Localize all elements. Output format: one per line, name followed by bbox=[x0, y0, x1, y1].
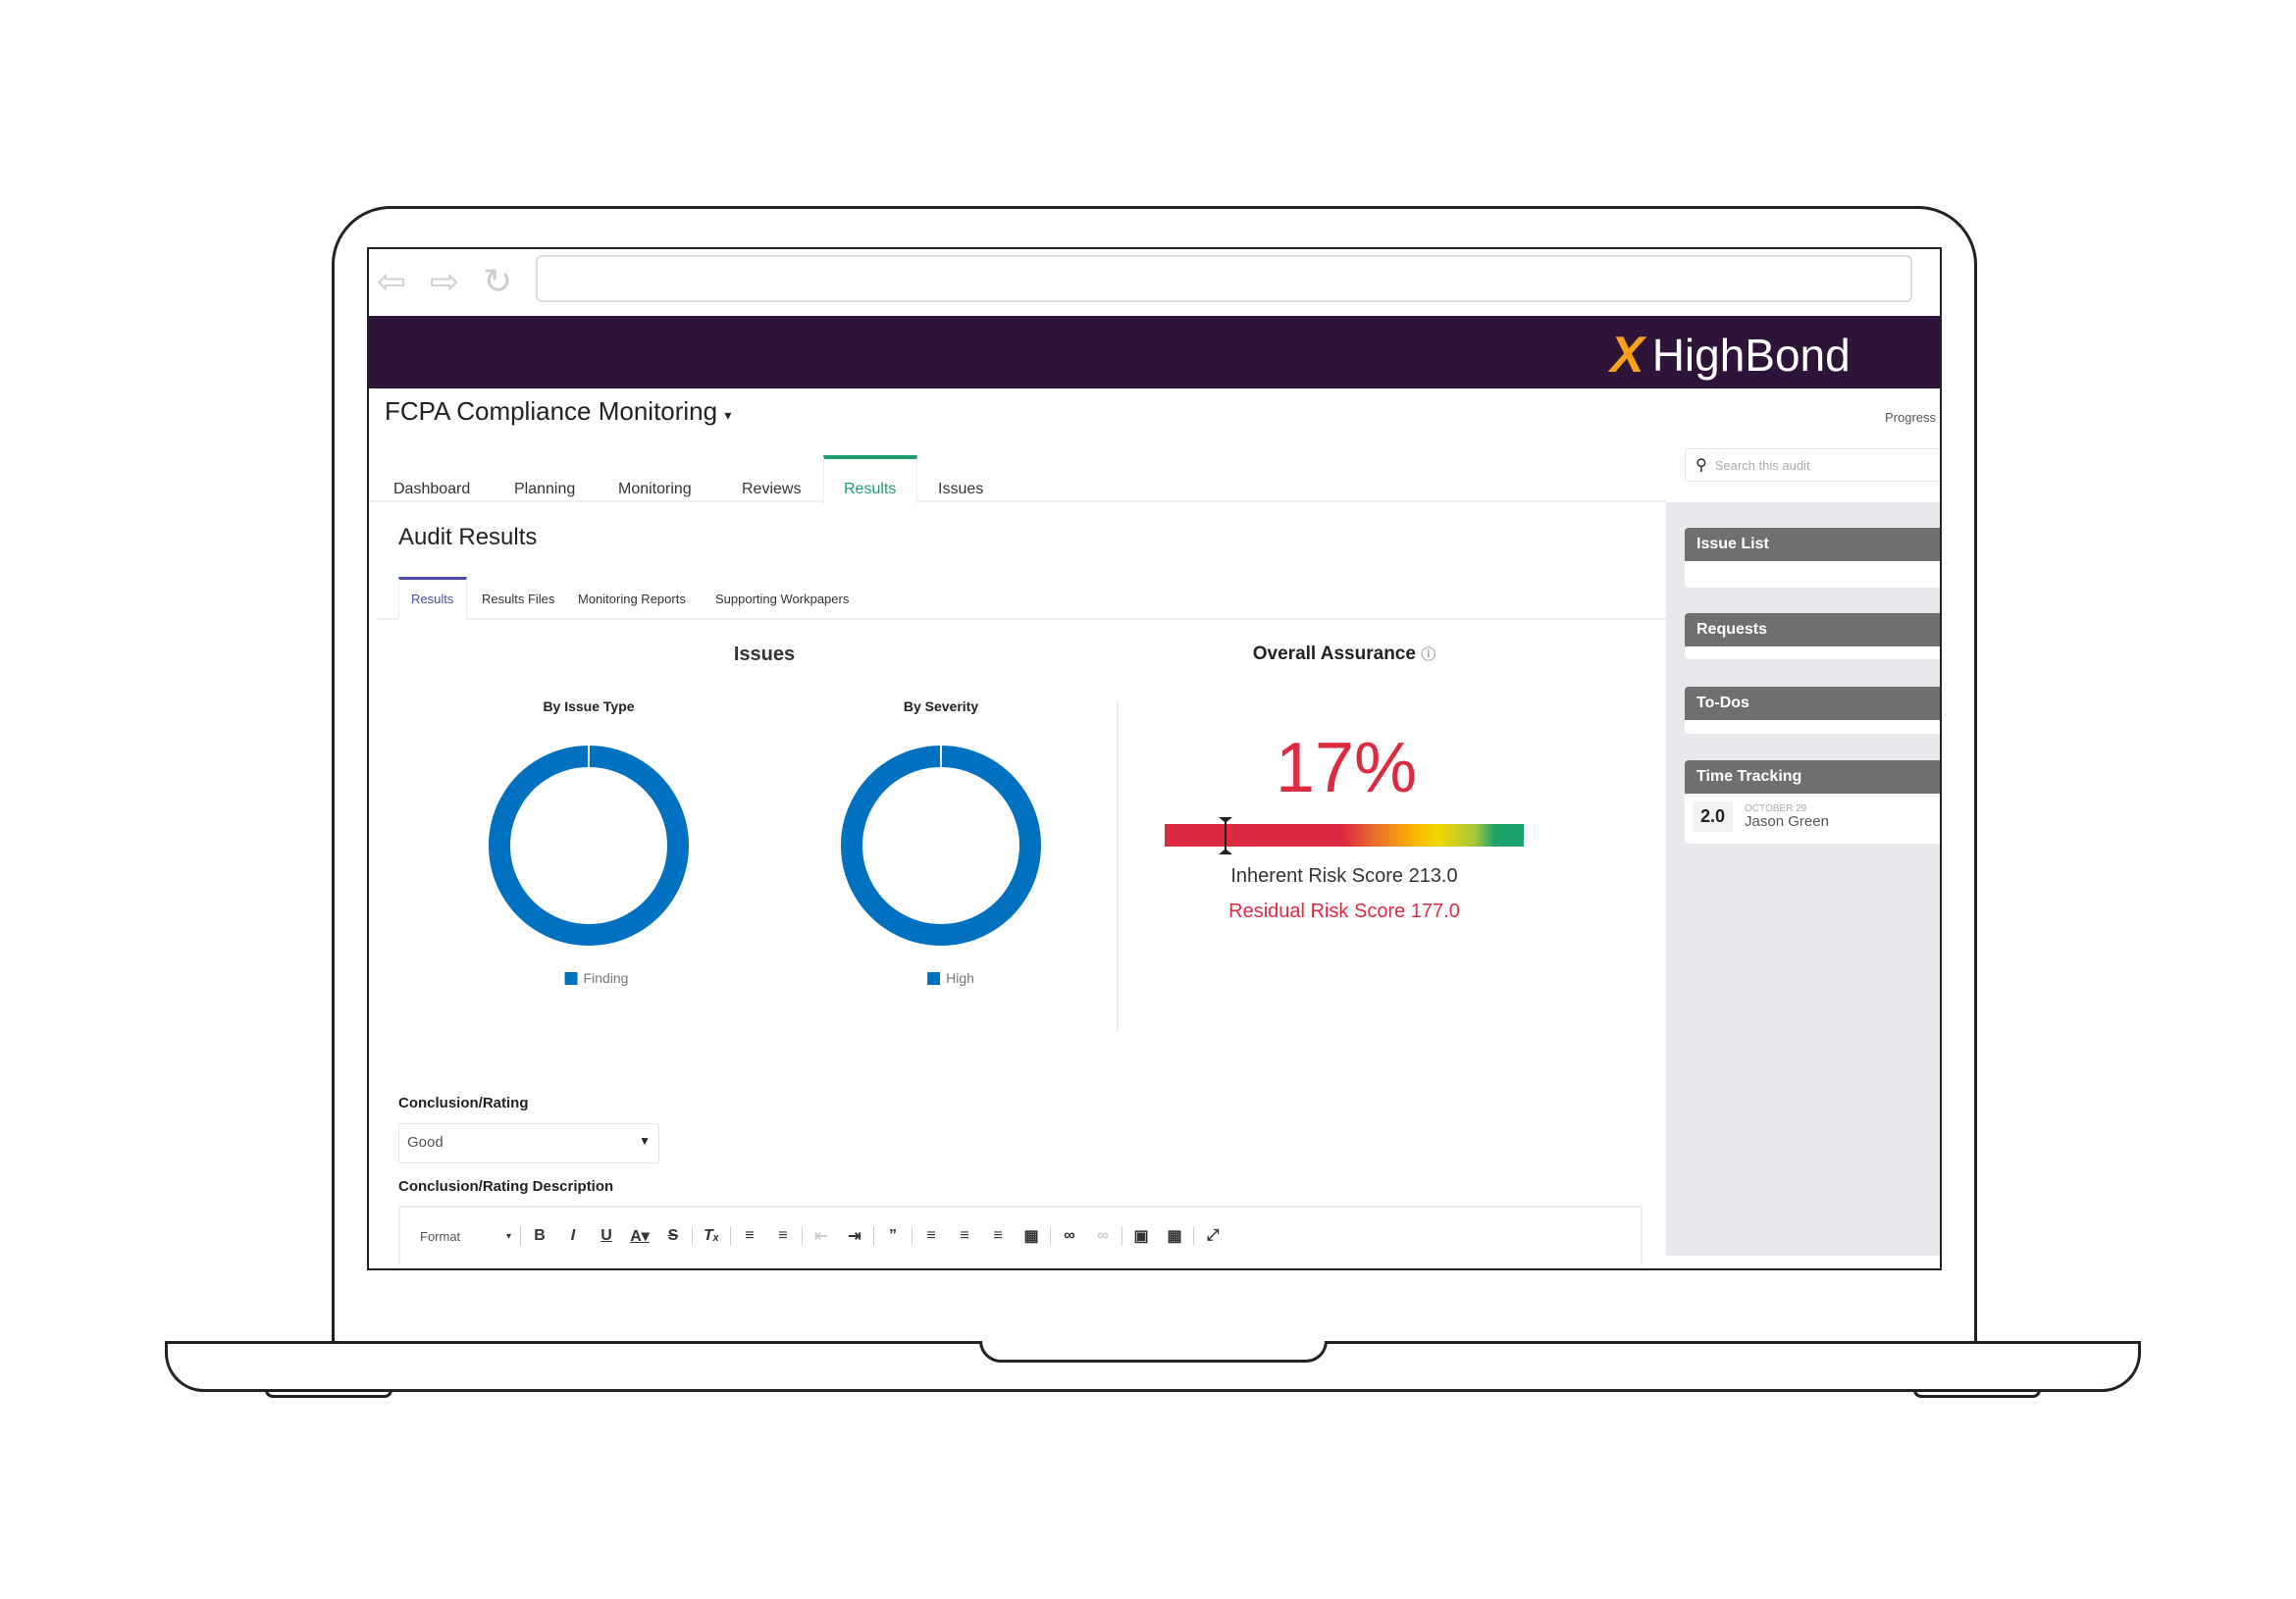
browser-chrome: ⇦ ⇨ ↻ bbox=[369, 249, 1940, 316]
tab-reviews[interactable]: Reviews bbox=[742, 481, 802, 497]
caret-down-icon: ▾ bbox=[724, 407, 732, 423]
todos-panel[interactable]: To-Dos bbox=[1685, 687, 1940, 734]
issue-list-panel[interactable]: Issue List bbox=[1685, 528, 1940, 588]
conclusion-description-label: Conclusion/Rating Description bbox=[398, 1178, 614, 1195]
highbond-logo[interactable]: X HighBond bbox=[1610, 326, 1851, 385]
back-icon[interactable]: ⇦ bbox=[377, 261, 407, 301]
legend-label: Finding bbox=[583, 970, 629, 986]
conclusion-select[interactable]: Good ▼ bbox=[398, 1123, 659, 1163]
donut-slice-high[interactable] bbox=[841, 746, 1041, 946]
right-sidebar: Issue List Requests To-Dos Time Tracking… bbox=[1666, 502, 1940, 1256]
rich-text-toolbar: Format ▾ B I U A▾ S Tₓ ≡ ≡ ⇤ ⇥ ” ≡ ≡ ≡ ▦ … bbox=[398, 1206, 1643, 1264]
assurance-title-text: Overall Assurance bbox=[1252, 644, 1416, 664]
tab-monitoring[interactable]: Monitoring bbox=[618, 481, 692, 497]
project-title[interactable]: FCPA Compliance Monitoring ▾ bbox=[385, 396, 731, 427]
subtab-divider bbox=[377, 618, 1666, 620]
time-date: OCTOBER 29 bbox=[1745, 803, 1807, 814]
time-user: Jason Green bbox=[1745, 813, 1829, 830]
time-entry[interactable]: 2.0 OCTOBER 29 Jason Green bbox=[1685, 794, 1940, 840]
laptop-foot bbox=[265, 1390, 392, 1398]
underline-icon[interactable]: U bbox=[600, 1227, 612, 1244]
search-placeholder: Search this audit bbox=[1714, 457, 1810, 473]
brand-name: HighBond bbox=[1651, 330, 1851, 381]
tab-results[interactable]: Results bbox=[844, 481, 897, 497]
strikethrough-icon[interactable]: S bbox=[667, 1227, 679, 1244]
bullet-list-icon[interactable]: ≡ bbox=[745, 1227, 755, 1244]
format-dropdown[interactable]: Format bbox=[420, 1228, 461, 1244]
assurance-percent: 17% bbox=[1275, 729, 1418, 807]
chart-title-issue-type: By Issue Type bbox=[543, 698, 635, 714]
italic-icon[interactable]: I bbox=[570, 1227, 576, 1244]
fullscreen-icon[interactable]: ⤢ bbox=[1206, 1227, 1220, 1244]
blockquote-icon[interactable]: ” bbox=[889, 1227, 897, 1244]
tab-issues[interactable]: Issues bbox=[938, 481, 984, 497]
project-title-text: FCPA Compliance Monitoring bbox=[385, 396, 718, 426]
search-icon: ⚲ bbox=[1696, 457, 1707, 474]
active-tab-indicator bbox=[823, 455, 917, 504]
donut-slice-finding[interactable] bbox=[489, 746, 689, 946]
todos-header[interactable]: To-Dos bbox=[1685, 687, 1940, 720]
align-left-icon[interactable]: ≡ bbox=[926, 1227, 936, 1244]
text-color-icon[interactable]: A▾ bbox=[630, 1228, 650, 1245]
time-tracking-panel[interactable]: Time Tracking 2.0 OCTOBER 29 Jason Green bbox=[1685, 760, 1940, 844]
align-right-icon[interactable]: ≡ bbox=[993, 1227, 1003, 1244]
outdent-icon[interactable]: ⇤ bbox=[814, 1228, 828, 1245]
laptop-notch bbox=[979, 1341, 1328, 1363]
requests-panel[interactable]: Requests bbox=[1685, 613, 1940, 659]
legend-swatch bbox=[927, 971, 941, 985]
link-icon[interactable]: ∞ bbox=[1064, 1227, 1075, 1244]
subtab-results[interactable]: Results bbox=[411, 592, 454, 606]
subtab-results-files[interactable]: Results Files bbox=[482, 592, 555, 606]
overall-assurance-title: Overall Assurance ⓘ bbox=[1253, 644, 1435, 665]
time-hours: 2.0 bbox=[1693, 801, 1734, 832]
page-heading: Audit Results bbox=[398, 524, 538, 550]
assurance-marker-icon bbox=[1218, 816, 1233, 855]
screen: ⇦ ⇨ ↻ X HighBond FCPA Compliance Monitor… bbox=[367, 247, 1942, 1270]
search-input[interactable]: ⚲ Search this audit bbox=[1685, 448, 1940, 482]
issue-list-header[interactable]: Issue List bbox=[1685, 528, 1940, 561]
residual-risk-score: Residual Risk Score 177.0 bbox=[1228, 901, 1460, 922]
issues-donut-charts bbox=[489, 746, 1041, 946]
legend-high[interactable]: High bbox=[927, 970, 974, 986]
caret-down-icon: ▼ bbox=[639, 1134, 651, 1148]
assurance-gradient-bar bbox=[1165, 824, 1524, 847]
bold-icon[interactable]: B bbox=[534, 1227, 546, 1244]
info-icon[interactable]: ⓘ bbox=[1421, 646, 1436, 663]
indent-icon[interactable]: ⇥ bbox=[848, 1228, 861, 1245]
address-bar[interactable] bbox=[536, 255, 1912, 302]
active-subtab-indicator bbox=[398, 577, 467, 620]
legend-finding[interactable]: Finding bbox=[564, 970, 629, 986]
progress-label: Progress bbox=[1885, 410, 1937, 425]
chart-title-severity: By Severity bbox=[903, 698, 979, 714]
clear-format-icon[interactable]: Tₓ bbox=[703, 1227, 720, 1244]
image-icon[interactable]: ▣ bbox=[1133, 1228, 1149, 1245]
time-tracking-header[interactable]: Time Tracking bbox=[1685, 760, 1940, 794]
subtab-monitoring-reports[interactable]: Monitoring Reports bbox=[578, 592, 686, 606]
subtab-supporting-workpapers[interactable]: Supporting Workpapers bbox=[715, 592, 850, 606]
requests-header[interactable]: Requests bbox=[1685, 613, 1940, 646]
inherent-risk-score: Inherent Risk Score 213.0 bbox=[1230, 865, 1458, 887]
unlink-icon[interactable]: ∞ bbox=[1097, 1227, 1109, 1244]
laptop-foot bbox=[1913, 1390, 2041, 1398]
forward-icon[interactable]: ⇨ bbox=[430, 261, 460, 301]
caret-down-icon: ▾ bbox=[506, 1230, 512, 1242]
tab-bar-divider bbox=[369, 500, 1666, 502]
tab-planning[interactable]: Planning bbox=[514, 481, 576, 497]
tab-dashboard[interactable]: Dashboard bbox=[393, 481, 471, 497]
reload-icon[interactable]: ↻ bbox=[483, 261, 513, 301]
conclusion-value: Good bbox=[407, 1134, 444, 1151]
align-center-icon[interactable]: ≡ bbox=[960, 1227, 969, 1244]
conclusion-label: Conclusion/Rating bbox=[398, 1095, 529, 1111]
section-divider bbox=[1117, 700, 1119, 1032]
legend-label: High bbox=[946, 970, 974, 986]
legend-swatch bbox=[564, 971, 578, 985]
table-icon[interactable]: ▦ bbox=[1167, 1228, 1182, 1245]
logo-mark-icon: X bbox=[1610, 327, 1644, 384]
justify-icon[interactable]: ▦ bbox=[1023, 1228, 1039, 1245]
numbered-list-icon[interactable]: ≡ bbox=[778, 1227, 788, 1244]
issues-heading: Issues bbox=[733, 644, 796, 665]
app-header bbox=[369, 316, 1940, 388]
